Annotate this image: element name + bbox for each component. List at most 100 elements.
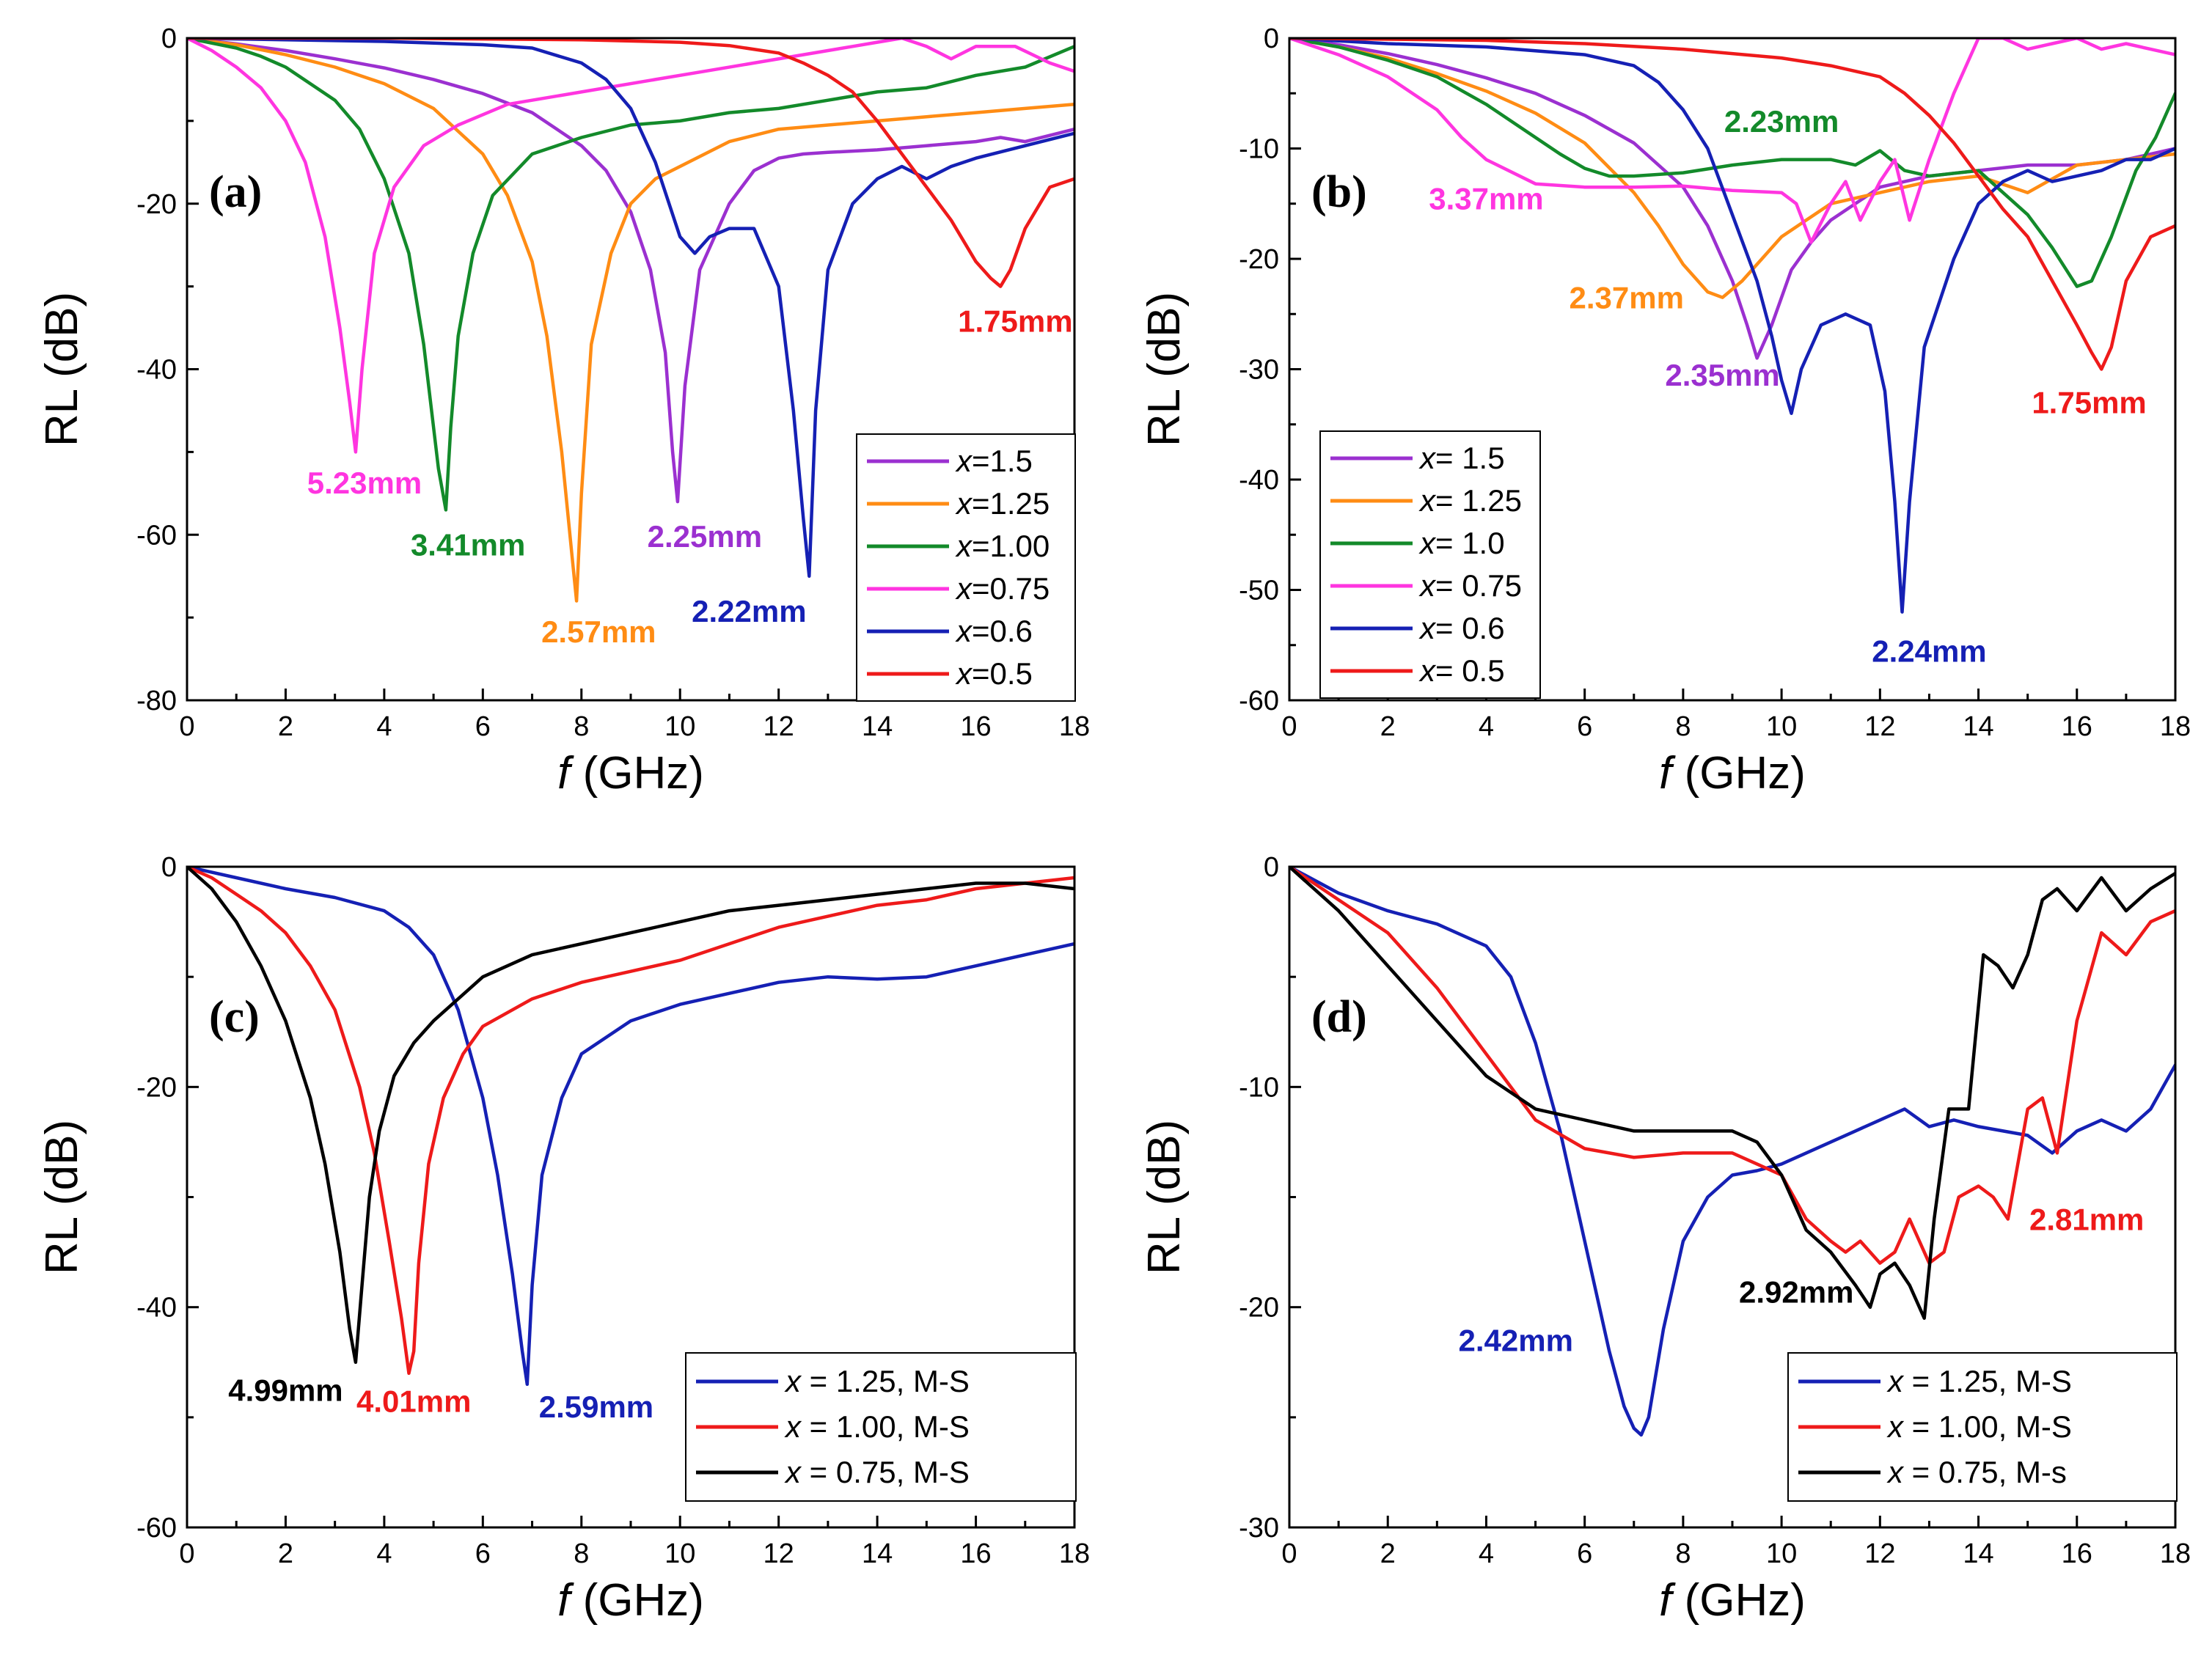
chart-panel-1: 0 2 4 6 8 10 12 14 16 18 0 -10 -20 -30 -40 -50 -60 f (GHz… [1139, 23, 2191, 799]
y-tick-label: -20 [1239, 244, 1279, 275]
chart-panel-0: 0 2 4 6 8 10 12 14 16 18 0 -20 -40 -60 -80 f (GHz) RL (d… [37, 23, 1090, 799]
series-line-0 [187, 867, 1074, 1387]
x-tick-label: 6 [1577, 711, 1592, 742]
x-tick-label: 0 [179, 1538, 194, 1569]
thickness-annotation-0: 5.23mm [307, 466, 422, 500]
panel-label: (a) [209, 167, 262, 217]
thickness-annotation-3: 2.25mm [648, 519, 762, 554]
series-line-1 [187, 38, 1074, 603]
y-tick-label: -30 [1239, 1513, 1279, 1544]
legend-box [1319, 430, 1541, 699]
series-group [1289, 38, 2175, 614]
x-tick-label: 14 [1963, 711, 1993, 742]
legend-entry-4: x= 0.6 [1418, 611, 1505, 645]
legend-entry-0: x = 1.25, M-S [1886, 1364, 2072, 1398]
series-line-3 [1289, 38, 2175, 244]
x-axis-title: f (GHz) [557, 748, 704, 799]
x-tick-label: 12 [1864, 711, 1895, 742]
series-line-1 [1289, 38, 2175, 299]
series-line-3 [187, 38, 1074, 454]
legend-entry-0: x=1.5 [955, 444, 1033, 478]
y-tick-label: -60 [1239, 686, 1279, 716]
x-tick-label: 18 [2160, 711, 2191, 742]
series-line-0 [187, 38, 1074, 504]
y-tick-label: -20 [1239, 1293, 1279, 1324]
series-group [1289, 867, 2175, 1437]
y-tick-label: -10 [1239, 134, 1279, 165]
legend-entry-3: x= 0.75 [1418, 568, 1522, 603]
x-tick-label: 12 [1864, 1538, 1895, 1569]
y-tick-label: -40 [1239, 465, 1279, 496]
thickness-annotation-1: 3.41mm [411, 527, 525, 562]
x-tick-label: 16 [2062, 711, 2092, 742]
y-axis-title: RL (dB) [1139, 292, 1190, 447]
y-tick-label: -80 [136, 686, 177, 716]
x-tick-label: 2 [1380, 711, 1396, 742]
legend: x= 1.5 x= 1.25 x= 1.0 x= 0.75 x= 0.6 x= 0.5 [1319, 430, 1541, 699]
thickness-annotation-1: 2.23mm [1724, 104, 1839, 139]
x-tick-label: 0 [1281, 1538, 1297, 1569]
series-line-5 [187, 38, 1074, 288]
series-line-2 [1289, 38, 2175, 288]
legend-entry-1: x = 1.00, M-S [1886, 1409, 2072, 1444]
series-line-2 [187, 38, 1074, 512]
x-tick-label: 14 [862, 1538, 893, 1569]
legend-entry-3: x=0.75 [955, 571, 1050, 606]
series-line-1 [1289, 867, 2175, 1265]
legend: x = 1.25, M-S x = 1.00, M-S x = 0.75, M-S [685, 1352, 1077, 1502]
y-tick-label: -10 [1239, 1072, 1279, 1103]
x-tick-label: 4 [376, 711, 392, 742]
y-tick-label: -30 [1239, 355, 1279, 386]
series-line-2 [187, 867, 1074, 1365]
series-line-5 [1289, 38, 2175, 371]
x-tick-label: 12 [763, 711, 794, 742]
thickness-annotation-5: 1.75mm [958, 304, 1072, 339]
legend-entry-1: x=1.25 [955, 486, 1050, 521]
x-tick-label: 2 [278, 711, 293, 742]
series-line-1 [187, 867, 1074, 1376]
x-tick-label: 16 [2062, 1538, 2092, 1569]
y-tick-label: -20 [136, 1072, 177, 1103]
legend: x = 1.25, M-S x = 1.00, M-S x = 0.75, M-s [1787, 1352, 2178, 1502]
legend-entry-2: x = 0.75, M-S [784, 1455, 970, 1489]
x-axis-title: f (GHz) [1659, 1575, 1806, 1626]
y-tick-label: -50 [1239, 576, 1279, 606]
x-tick-label: 8 [1675, 711, 1691, 742]
x-tick-label: 18 [1059, 1538, 1090, 1569]
legend-entry-1: x = 1.00, M-S [784, 1409, 970, 1444]
series-group [187, 38, 1074, 603]
series-group [187, 867, 1074, 1387]
x-tick-label: 8 [1675, 1538, 1691, 1569]
x-tick-label: 4 [1479, 1538, 1494, 1569]
x-tick-label: 10 [664, 711, 695, 742]
x-tick-label: 8 [574, 1538, 589, 1569]
thickness-annotation-0: 4.99mm [228, 1373, 343, 1407]
x-tick-label: 16 [960, 1538, 991, 1569]
x-tick-label: 8 [574, 711, 589, 742]
x-tick-label: 16 [960, 711, 991, 742]
y-tick-label: -20 [136, 189, 177, 220]
legend-entry-5: x=0.5 [955, 656, 1033, 691]
thickness-annotation-3: 2.35mm [1665, 358, 1779, 392]
y-axis-title: RL (dB) [37, 292, 87, 447]
x-tick-label: 6 [475, 1538, 491, 1569]
thickness-annotation-5: 1.75mm [2032, 386, 2146, 420]
x-tick-label: 0 [179, 711, 194, 742]
legend-entry-0: x= 1.5 [1418, 441, 1505, 475]
chart-panel-3: 0 2 4 6 8 10 12 14 16 18 0 -10 -20 -30 f (GHz) RL (dB) (… [1139, 852, 2191, 1626]
x-tick-label: 14 [862, 711, 893, 742]
thickness-annotation-0: 2.42mm [1458, 1324, 1572, 1358]
y-tick-label: -40 [136, 355, 177, 386]
y-tick-label: 0 [1264, 23, 1279, 54]
series-line-0 [1289, 867, 2175, 1437]
y-tick-label: 0 [1264, 852, 1279, 883]
legend-entry-0: x = 1.25, M-S [784, 1364, 970, 1398]
x-tick-label: 2 [278, 1538, 293, 1569]
legend-entry-2: x=1.00 [955, 529, 1050, 563]
legend-entry-5: x= 0.5 [1418, 653, 1505, 688]
thickness-annotation-0: 3.37mm [1429, 181, 1543, 216]
y-axis-title: RL (dB) [37, 1120, 87, 1274]
x-tick-label: 4 [376, 1538, 392, 1569]
thickness-annotation-2: 2.57mm [541, 614, 656, 649]
